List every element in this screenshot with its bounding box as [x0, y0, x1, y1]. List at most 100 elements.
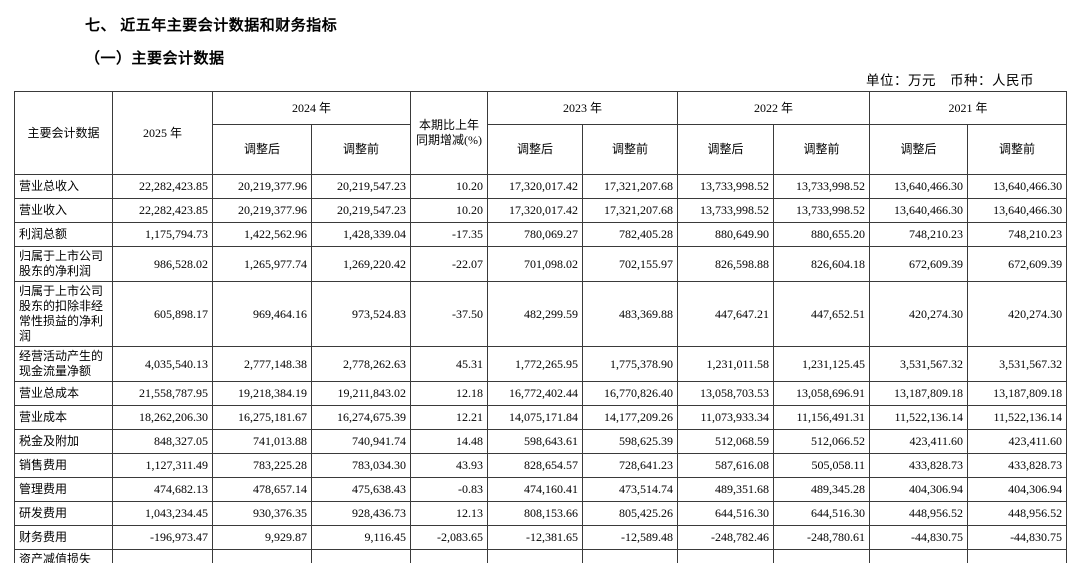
value-cell: 483,369.88: [582, 281, 679, 347]
yoy-change-cell: 43.93: [410, 453, 489, 478]
row-label: 资产减值损失（损失以“-”号填列）: [14, 549, 113, 563]
value-cell: 13,187,809.18: [869, 381, 969, 406]
value-cell: 13,733,998.52: [677, 198, 775, 223]
row-label: 销售费用: [14, 453, 113, 478]
value-cell: 605,898.17: [112, 281, 213, 347]
value-cell: 1,772,265.95: [487, 346, 584, 382]
value-cell: 1,175,794.73: [112, 222, 213, 247]
header-year-2022: 2022 年: [677, 91, 871, 125]
row-label: 归属于上市公司股东的扣除非经常性损益的净利润: [14, 281, 113, 347]
row-label: 营业收入: [14, 198, 113, 223]
yoy-change-cell: 12.18: [410, 381, 489, 406]
value-cell: 433,828.73: [967, 453, 1068, 478]
header-2022-adjusted-after: 调整后: [677, 124, 775, 175]
value-cell: 973,524.83: [310, 281, 412, 347]
value-cell: 21,558,787.95: [112, 381, 213, 406]
value-cell: 404,306.94: [869, 477, 969, 502]
value-cell: 826,604.18: [773, 246, 871, 282]
value-cell: 512,066.52: [773, 429, 871, 454]
value-cell: -75,648.70: [212, 549, 312, 563]
value-cell: -33,701.92: [677, 549, 775, 563]
section-title: 七、 近五年主要会计数据和财务指标: [85, 18, 338, 34]
value-cell: 512,068.59: [677, 429, 775, 454]
value-cell: 13,187,809.18: [967, 381, 1068, 406]
value-cell: 13,640,466.30: [869, 174, 969, 199]
header-2023-adjusted-before: 调整前: [582, 124, 679, 175]
yoy-change-cell: 14.48: [410, 429, 489, 454]
value-cell: 474,682.13: [112, 477, 213, 502]
value-cell: 447,647.21: [677, 281, 775, 347]
yoy-change-cell: 12.21: [410, 405, 489, 430]
header-row-adjustment: 调整后 调整前 调整后 调整前 调整后 调整前 调整后 调整前: [15, 124, 1068, 175]
value-cell: 1,269,220.42: [310, 246, 412, 282]
value-cell: 16,770,826.40: [582, 381, 679, 406]
table-row: 研发费用 1,043,234.45 930,376.35 928,436.73 12.1…: [14, 501, 1068, 526]
value-cell: -47,059.61: [869, 549, 969, 563]
table-row: 营业成本 18,262,206.30 16,275,181.67 16,274,675…: [14, 405, 1068, 430]
yoy-change-cell: -0.83: [410, 477, 489, 502]
value-cell: 423,411.60: [967, 429, 1068, 454]
value-cell: 14,075,171.84: [487, 405, 584, 430]
value-cell: 13,733,998.52: [773, 198, 871, 223]
value-cell: 782,405.28: [582, 222, 679, 247]
value-cell: 783,034.30: [310, 453, 412, 478]
value-cell: 672,609.39: [967, 246, 1068, 282]
value-cell: -196,973.47: [112, 525, 213, 550]
value-cell: 489,351.68: [677, 477, 775, 502]
value-cell: -48,760.82: [487, 549, 584, 563]
value-cell: 448,956.52: [869, 501, 969, 526]
value-cell: 598,625.39: [582, 429, 679, 454]
value-cell: 672,609.39: [869, 246, 969, 282]
row-label: 研发费用: [14, 501, 113, 526]
value-cell: 644,516.30: [677, 501, 775, 526]
value-cell: 2,778,262.63: [310, 346, 412, 382]
yoy-change-cell: -37.50: [410, 281, 489, 347]
value-cell: 13,640,466.30: [869, 198, 969, 223]
value-cell: 702,155.97: [582, 246, 679, 282]
value-cell: 9,116.45: [310, 525, 412, 550]
yoy-change-cell: -17.35: [410, 222, 489, 247]
row-label: 营业总收入: [14, 174, 113, 199]
value-cell: 4,035,540.13: [112, 346, 213, 382]
value-cell: 1,231,011.58: [677, 346, 775, 382]
table-header: 主要会计数据 2025 年 2024 年 本期比上年 同期增减(%) 2023 …: [14, 91, 1068, 175]
value-cell: 11,073,933.34: [677, 405, 775, 430]
row-label: 经营活动产生的现金流量净额: [14, 346, 113, 382]
value-cell: 14,177,209.26: [582, 405, 679, 430]
value-cell: 448,956.52: [967, 501, 1068, 526]
header-2023-adjusted-after: 调整后: [487, 124, 584, 175]
value-cell: 9,929.87: [212, 525, 312, 550]
value-cell: 19,211,843.02: [310, 381, 412, 406]
value-cell: 848,327.05: [112, 429, 213, 454]
value-cell: 17,321,207.68: [582, 198, 679, 223]
value-cell: 587,616.08: [677, 453, 775, 478]
table-row: 资产减值损失（损失以“-”号填列）-57,622.57-75,648.70-75…: [14, 549, 1068, 563]
yoy-change-cell: -2,083.65: [410, 525, 489, 550]
table-row: 营业总收入 22,282,423.85 20,219,377.96 20,219,54…: [14, 174, 1068, 199]
value-cell: 478,657.14: [212, 477, 312, 502]
table-row: 经营活动产生的现金流量净额 4,035,540.13 2,777,148.38 2,7…: [14, 346, 1068, 382]
row-label: 营业总成本: [14, 381, 113, 406]
value-cell: 16,274,675.39: [310, 405, 412, 430]
value-cell: 986,528.02: [112, 246, 213, 282]
value-cell: 880,649.90: [677, 222, 775, 247]
header-year-2025: 2025 年: [112, 91, 213, 175]
yoy-change-cell: 45.31: [410, 346, 489, 382]
value-cell: 20,219,547.23: [310, 174, 412, 199]
value-cell: 2,777,148.38: [212, 346, 312, 382]
yoy-change-cell: 12.13: [410, 501, 489, 526]
value-cell: 482,299.59: [487, 281, 584, 347]
header-year-2024: 2024 年: [211, 91, 412, 125]
value-cell: 1,775,378.90: [582, 346, 679, 382]
value-cell: 740,941.74: [310, 429, 412, 454]
value-cell: 420,274.30: [967, 281, 1068, 347]
value-cell: 1,422,562.96: [212, 222, 312, 247]
value-cell: 447,652.51: [773, 281, 871, 347]
value-cell: 880,655.20: [773, 222, 871, 247]
value-cell: 22,282,423.85: [112, 174, 213, 199]
table-row: 营业总成本 21,558,787.95 19,218,384.19 19,211,84…: [14, 381, 1068, 406]
yoy-change-cell: -22.07: [410, 246, 489, 282]
row-label: 财务费用: [14, 525, 113, 550]
value-cell: 16,772,402.44: [487, 381, 584, 406]
table-body: 营业总收入 22,282,423.85 20,219,377.96 20,219,54…: [14, 174, 1068, 563]
